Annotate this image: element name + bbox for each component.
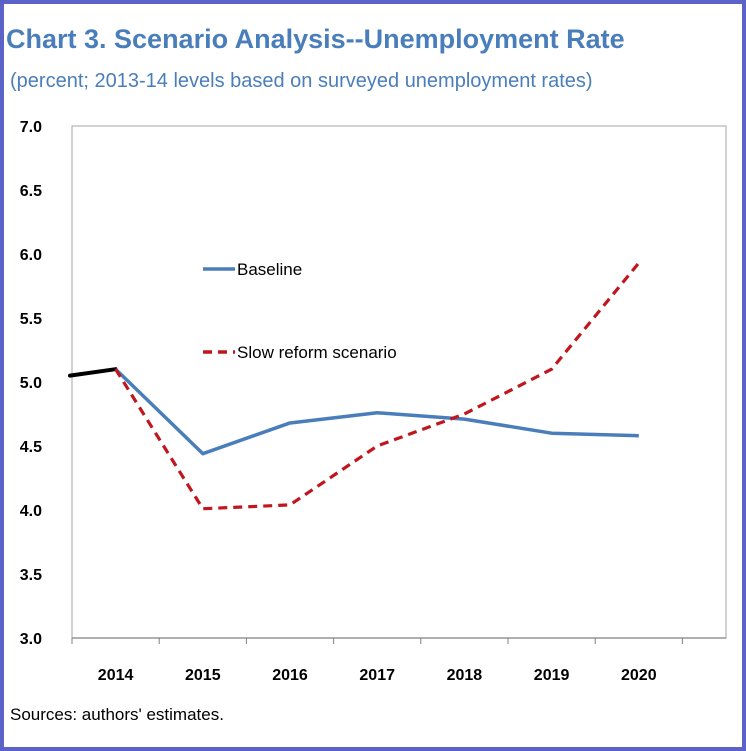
chart-subtitle: (percent; 2013-14 levels based on survey… bbox=[10, 70, 593, 92]
x-axis-labels: 2014 2015 2016 2017 2018 2019 2020 bbox=[98, 667, 657, 684]
x-tick-label: 2015 bbox=[185, 667, 221, 684]
chart-title: Chart 3. Scenario Analysis--Unemployment… bbox=[6, 24, 625, 54]
y-tick-label: 4.0 bbox=[20, 503, 42, 520]
legend: Baseline Slow reform scenario bbox=[203, 260, 397, 362]
x-tick-label: 2019 bbox=[534, 667, 570, 684]
source-note: Sources: authors' estimates. bbox=[10, 705, 224, 724]
y-tick-label: 6.0 bbox=[20, 247, 42, 264]
slow-reform-series-line bbox=[114, 261, 641, 511]
legend-label-baseline: Baseline bbox=[237, 260, 302, 279]
chart-axes bbox=[71, 125, 727, 644]
y-tick-label: 5.5 bbox=[20, 311, 42, 328]
y-tick-label: 3.0 bbox=[20, 631, 42, 648]
y-tick-label: 7.0 bbox=[20, 119, 42, 136]
chart-panel bbox=[4, 4, 742, 747]
history-line bbox=[68, 367, 118, 378]
x-tick-label: 2016 bbox=[272, 667, 308, 684]
series-lines bbox=[68, 261, 641, 511]
legend-label-slow-reform: Slow reform scenario bbox=[237, 343, 397, 362]
x-tick-label: 2017 bbox=[359, 667, 395, 684]
baseline-series-line bbox=[114, 367, 639, 456]
y-axis-labels: 7.0 6.5 6.0 5.5 5.0 4.5 4.0 3.5 3.0 bbox=[20, 119, 42, 648]
x-tick-label: 2018 bbox=[447, 667, 483, 684]
plot-area-border bbox=[71, 125, 727, 639]
y-tick-label: 6.5 bbox=[20, 183, 42, 200]
y-tick-label: 4.5 bbox=[20, 439, 42, 456]
y-tick-label: 3.5 bbox=[20, 567, 42, 584]
x-tick-label: 2014 bbox=[98, 667, 134, 684]
y-tick-label: 5.0 bbox=[20, 375, 42, 392]
x-tick-label: 2020 bbox=[621, 667, 657, 684]
